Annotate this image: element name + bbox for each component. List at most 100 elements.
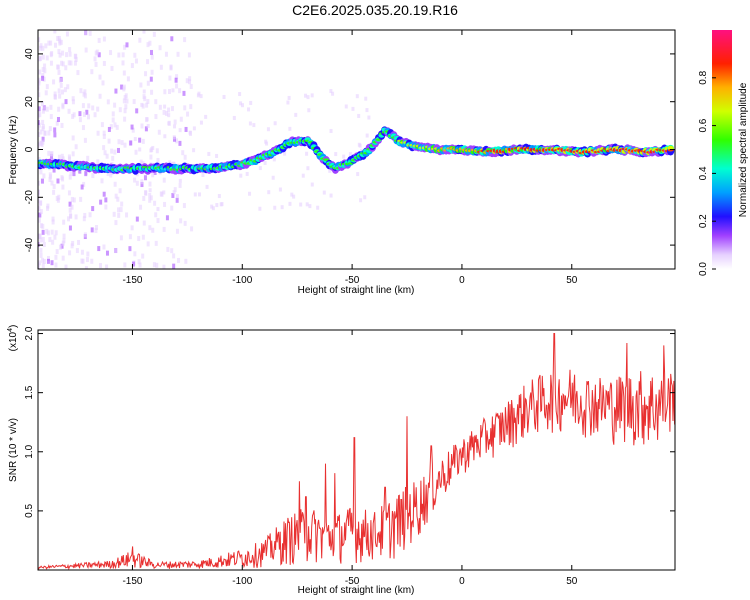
spectrogram-noise-cell	[39, 252, 43, 258]
spectrogram-noise-cell	[56, 116, 60, 122]
spectrogram-noise-cell	[179, 218, 183, 224]
spectrogram-noise-cell	[38, 111, 40, 117]
colorbar-tick-label: 0.8	[698, 70, 709, 84]
spectrogram-noise-cell	[65, 31, 69, 37]
spectrogram-noise-cell	[124, 93, 128, 99]
snr-y-tick-label: 2.0	[24, 326, 35, 340]
spectrogram-noise-cell	[41, 73, 45, 79]
spectrogram-noise-cell	[61, 61, 65, 67]
spectrogram-noise-cell	[68, 156, 72, 162]
spectrogram-noise-cell	[46, 258, 50, 264]
spectrogram-noise-cell	[79, 88, 83, 94]
spectrogram-noise-cell	[52, 79, 56, 85]
spectrogram-noise-cell	[273, 121, 277, 126]
spectrogram-noise-cell	[140, 179, 144, 185]
spectrogram-noise-cell	[99, 263, 103, 269]
spectrogram-noise-cell	[38, 156, 41, 162]
spectrogram-noise-cell	[258, 166, 262, 171]
spectrogram-noise-cell	[101, 80, 105, 86]
spectrogram-noise-cell	[58, 77, 62, 83]
spectrogram-noise-cell	[45, 55, 49, 61]
spectrogram-noise-cell	[67, 190, 71, 196]
spectrogram-noise-cell	[48, 237, 52, 243]
spectrogram-noise-cell	[102, 134, 106, 140]
spectrogram-noise-cell	[355, 94, 359, 99]
spectrogram-noise-cell	[360, 148, 364, 153]
spectrogram-noise-cell	[72, 197, 76, 203]
spectrogram-noise-cell	[182, 90, 186, 96]
spectrogram-noise-cell	[154, 99, 158, 105]
spectrogram-noise-cell	[188, 130, 192, 135]
snr-y-scale-exp: 4	[7, 328, 14, 332]
spectrogram-noise-cell	[125, 42, 129, 48]
spectrogram-noise-cell	[113, 149, 117, 155]
spectrogram-noise-cell	[329, 128, 333, 133]
spectrogram-noise-cell	[68, 250, 72, 256]
spectrogram-noise-cell	[57, 69, 61, 75]
spectrogram-noise-cell	[116, 196, 120, 202]
spectrogram-noise-cell	[175, 74, 179, 80]
spectrogram-noise-cell	[207, 151, 211, 156]
spectrogram-noise-cell	[41, 54, 45, 60]
spectrogram-noise-cell	[71, 240, 75, 246]
spectrogram-noise-cell	[286, 100, 290, 105]
spectrogram-noise-cell	[328, 168, 332, 173]
spectrogram-noise-cell	[344, 104, 348, 109]
spectrogram-noise-cell	[156, 157, 160, 163]
spectrogram-noise-cell	[41, 223, 45, 229]
spectrogram-noise-cell	[107, 138, 111, 144]
spectrogram-noise-cell	[186, 111, 190, 117]
spectrogram-noise-cell	[170, 248, 174, 254]
spectrogram-noise-cell	[53, 132, 57, 138]
spectrogram-noise-cell	[329, 89, 333, 94]
spectrogram-noise-cell	[118, 188, 122, 194]
spectrogram-noise-cell	[172, 135, 176, 140]
spectrogram-noise-cell	[51, 219, 55, 225]
spectrogram-noise-cell	[162, 109, 166, 115]
spectrogram-noise-cell	[94, 61, 98, 67]
spectrogram-noise-cell	[168, 75, 172, 81]
spectrogram-noise-cell	[149, 49, 153, 55]
spectrogram-noise-cell	[90, 258, 94, 264]
spectrogram-noise-cell	[288, 201, 292, 206]
spectrogram-noise-cell	[60, 175, 64, 181]
spectrogram-noise-cell	[102, 145, 106, 151]
spectrogram-noise-cell	[61, 156, 65, 162]
spectrogram-noise-cell	[41, 124, 45, 130]
spectrogram-noise-cell	[91, 206, 95, 212]
spectrogram-y-tick-label: -20	[24, 190, 35, 205]
spectrogram-noise-cell	[165, 215, 169, 221]
spectrogram-noise-cell	[88, 30, 92, 36]
spectrogram-noise-cell	[168, 160, 172, 165]
spectrogram-y-label: Frequency (Hz)	[8, 116, 19, 185]
spectrogram-noise-cell	[38, 132, 41, 138]
spectrogram-noise-cell	[148, 197, 152, 203]
spectrogram-noise-cell	[149, 195, 153, 201]
spectrogram-noise-cell	[53, 30, 57, 34]
spectrogram-noise-cell	[39, 247, 43, 253]
spectrogram-noise-cell	[124, 104, 128, 110]
spectrogram-noise-cell	[52, 167, 56, 173]
spectrogram-noise-cell	[170, 36, 174, 42]
spectrogram-noise-cell	[60, 89, 64, 95]
spectrogram-noise-cell	[189, 83, 193, 89]
spectrogram-noise-cell	[86, 114, 90, 120]
spectrogram-noise-cell	[151, 227, 155, 233]
spectrogram-noise-cell	[83, 111, 87, 117]
spectrogram-noise-cell	[363, 195, 367, 200]
spectrogram-noise-cell	[38, 206, 41, 212]
spectrogram-noise-cell	[51, 239, 55, 245]
spectrogram-noise-cell	[41, 139, 45, 145]
spectrogram-noise-cell	[215, 203, 219, 208]
spectrogram-noise-cell	[60, 60, 64, 66]
spectrogram-noise-cell	[304, 93, 308, 98]
spectrogram-noise-cell	[159, 64, 163, 70]
spectrogram-noise-cell	[64, 65, 68, 71]
spectrogram-noise-cell	[40, 101, 44, 107]
snr-x-ticks: -150 -100 -50 0 50	[122, 330, 578, 587]
snr-x-tick-label: -150	[122, 576, 142, 587]
spectrogram-noise-cell	[47, 130, 51, 136]
snr-x-tick-label: 50	[566, 576, 578, 587]
spectrogram-noise-cell	[135, 172, 139, 177]
spectrogram-noise-cell	[367, 115, 371, 120]
